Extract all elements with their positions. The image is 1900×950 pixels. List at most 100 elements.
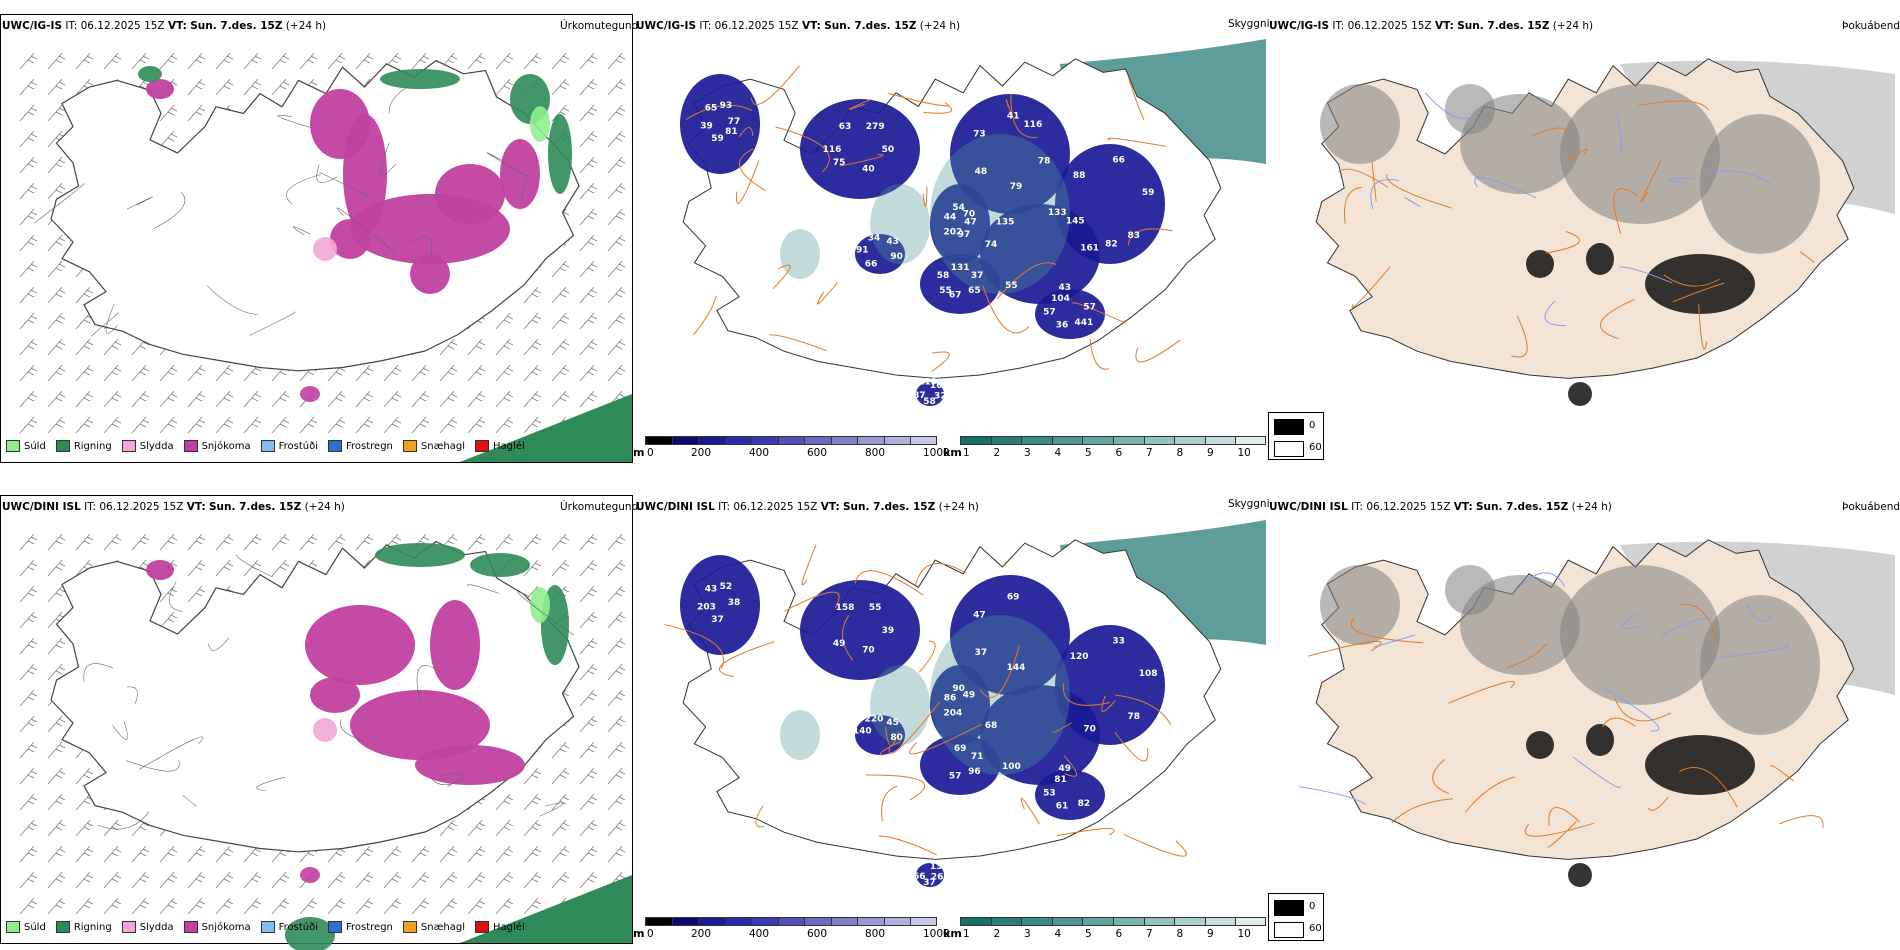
wind-barb (159, 130, 178, 148)
wind-barb (47, 260, 66, 278)
wind-barb (551, 260, 570, 278)
legend-swatch (55, 921, 70, 933)
colorbar-segment (1051, 436, 1083, 445)
fog-area (1700, 595, 1820, 735)
wind-barb (271, 871, 290, 889)
snow-area (330, 219, 370, 259)
wind-barb (579, 871, 598, 889)
colorbar-tick-label: 9 (1207, 447, 1214, 459)
cloud-base-value: 145 (1066, 217, 1085, 227)
road-line (286, 174, 322, 205)
wind-barb (551, 52, 570, 70)
wind-barb (439, 871, 458, 889)
dense-fog-area (1586, 243, 1614, 275)
road-line (848, 98, 871, 110)
wind-barb (551, 793, 570, 811)
fog-area (1700, 114, 1820, 254)
river-line (1474, 176, 1537, 199)
wind-barb (103, 338, 122, 356)
wind-barb (355, 390, 374, 408)
colorbar-segment (1204, 436, 1236, 445)
river-line (1573, 756, 1621, 788)
wind-barb (523, 52, 542, 70)
fog-area (1560, 565, 1720, 705)
road-line (1548, 807, 1581, 827)
colorbar-segment (698, 917, 725, 926)
wind-barb (439, 364, 458, 382)
wind-barb (523, 819, 542, 837)
rain-area (460, 875, 632, 943)
wind-barb (383, 871, 402, 889)
cloud-base-value: 48 (975, 167, 988, 177)
cloud-base-value: 220 (865, 715, 884, 725)
road-line (865, 774, 925, 801)
wind-barb (551, 364, 570, 382)
wind-barb (411, 897, 430, 915)
fog-area (1320, 565, 1400, 645)
wind-barb (47, 416, 66, 434)
drizzle-area (530, 587, 550, 623)
colorbar-tick-label: 10 (1237, 928, 1251, 940)
wind-barb (579, 312, 598, 330)
fog-key-swatch (1274, 922, 1304, 938)
legend-swatch (183, 921, 198, 933)
wind-barb (47, 234, 66, 252)
road-line (432, 779, 463, 786)
fog-area (1560, 84, 1720, 224)
colorbar-segment (830, 917, 858, 926)
panel-label-cloud-bottom: Skyggni (1228, 498, 1270, 510)
wind-barb (607, 156, 626, 174)
colorbar-tick-label: 0 (647, 928, 654, 940)
cloud-base-value: 140 (853, 727, 872, 737)
road-line (1599, 298, 1636, 340)
cloud-base-value: 162 (930, 381, 949, 391)
wind-barb (19, 130, 38, 148)
road-line (336, 207, 397, 254)
road-line (801, 544, 817, 586)
wind-barb (579, 208, 598, 226)
wind-barb (355, 416, 374, 434)
road-line (1010, 94, 1037, 139)
legend-item-rigning: Rigning (55, 921, 112, 933)
legend-label: Snjókoma (201, 440, 251, 452)
road-line (83, 663, 114, 682)
wind-barb (271, 52, 290, 70)
panel-title-precip-bottom: UWC/DINI ISL IT: 06.12.2025 15Z VT: Sun.… (2, 501, 345, 513)
wind-barb (47, 364, 66, 382)
wind-barb (579, 533, 598, 551)
wind-barb (327, 52, 346, 70)
road-line (750, 65, 800, 106)
legend-label: Frostregn (346, 440, 393, 452)
road-line (1127, 228, 1173, 246)
wind-barb (19, 338, 38, 356)
cloud-base-value: 55 (869, 603, 882, 613)
wind-barb (19, 208, 38, 226)
cloud-base-value: 58 (937, 271, 950, 281)
ceiling-colorbar-0 (645, 436, 937, 445)
colorbar-tick-label: 10 (1237, 447, 1251, 459)
wind-barb (607, 611, 626, 629)
wind-barb (19, 52, 38, 70)
cloud-base-value: 65 (705, 104, 718, 114)
wind-barb (607, 78, 626, 96)
wind-barb (607, 104, 626, 122)
colorbar-segment (1143, 436, 1175, 445)
river-line (1669, 177, 1693, 184)
wind-barb (47, 819, 66, 837)
fog-area (1320, 84, 1400, 164)
road-line (1647, 796, 1669, 811)
cloud-base-value: 55 (1005, 281, 1018, 291)
low-cloud-area (1035, 770, 1105, 820)
road-line (380, 142, 397, 176)
legend-label: Frostregn (346, 921, 393, 933)
cloud-base-value: 70 (963, 210, 976, 220)
road-line (1547, 821, 1577, 848)
wind-barb (523, 845, 542, 863)
wind-barb (187, 364, 206, 382)
road-line (1800, 251, 1815, 263)
wind-barb (607, 559, 626, 577)
low-cloud-area (916, 382, 944, 406)
wind-barb (103, 845, 122, 863)
cloud-base-value: 33 (1112, 636, 1125, 646)
wind-barb (19, 689, 38, 707)
